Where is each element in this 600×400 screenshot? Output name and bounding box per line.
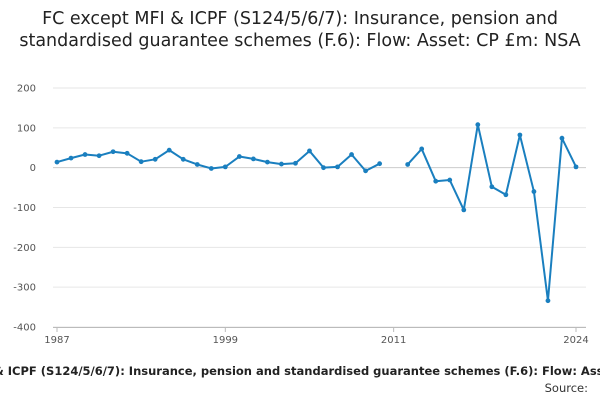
data-point (180, 156, 186, 162)
data-point (54, 159, 60, 165)
data-point (208, 166, 214, 171)
y-tick-label: -400 (13, 323, 36, 334)
data-point (293, 160, 298, 166)
data-point (307, 148, 312, 154)
x-tick-label: 2011 (381, 335, 406, 346)
data-point (377, 161, 383, 167)
x-axis-caption: FC except MFI & ICPF (S124/5/6/7): Insur… (0, 364, 600, 382)
y-tick-label: -300 (13, 283, 36, 294)
x-tick-label: 2024 (563, 335, 588, 346)
data-point (194, 162, 200, 167)
data-point (166, 147, 172, 153)
data-point (96, 153, 102, 159)
x-tick-label: 1987 (44, 335, 69, 346)
data-point (531, 189, 537, 194)
data-point (517, 132, 523, 138)
data-point (419, 146, 425, 152)
data-point (279, 161, 284, 167)
data-point (124, 150, 130, 156)
data-point (110, 149, 116, 155)
data-point (503, 192, 509, 198)
data-point (265, 159, 270, 165)
data-point (335, 164, 340, 170)
y-tick-label: -100 (13, 203, 36, 214)
data-point (321, 165, 326, 171)
data-point (222, 164, 228, 170)
data-point (236, 154, 242, 159)
series-line (406, 123, 577, 302)
data-point (461, 207, 467, 213)
y-tick-label: -200 (13, 243, 36, 254)
data-point (433, 178, 439, 184)
data-point (475, 122, 481, 128)
data-point (152, 156, 158, 162)
y-tick-label: 200 (17, 84, 36, 95)
data-point (250, 156, 256, 162)
data-point (447, 177, 453, 183)
data-point (138, 159, 144, 165)
series-layer (54, 122, 579, 304)
axis-layer: 200 100 0 -100 -200 -300 -400 1987 1999 2011 2024 (13, 84, 588, 347)
data-point (545, 298, 551, 304)
source-label: Source: (544, 381, 588, 395)
x-axis-label: FC except MFI & ICPF (S124/5/6/7): Insur… (0, 364, 600, 378)
chart-title: FC except MFI & ICPF (S124/5/6/7): Insur… (19, 9, 581, 51)
data-point (573, 164, 579, 170)
data-point (349, 152, 354, 157)
y-tick-label: 0 (30, 163, 36, 174)
y-tick-label: 100 (17, 123, 36, 134)
data-point (405, 162, 411, 167)
data-point (68, 155, 74, 161)
data-point (489, 184, 495, 190)
data-point (559, 135, 565, 141)
data-point (363, 168, 368, 174)
data-point (82, 152, 88, 157)
x-tick-label: 1999 (213, 335, 238, 346)
grid-layer (53, 87, 586, 328)
